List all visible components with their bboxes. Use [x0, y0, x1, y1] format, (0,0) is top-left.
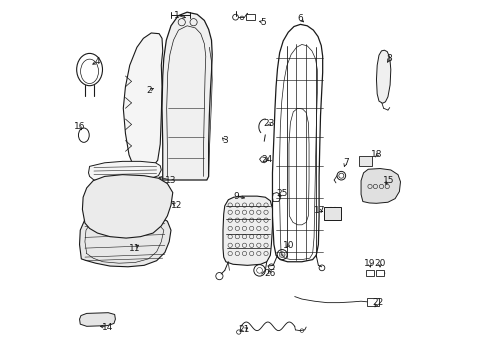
- Text: 8: 8: [386, 54, 392, 63]
- Text: 15: 15: [382, 176, 394, 185]
- FancyBboxPatch shape: [359, 156, 371, 166]
- Polygon shape: [360, 168, 400, 203]
- Text: 9: 9: [233, 192, 238, 201]
- Polygon shape: [80, 211, 171, 267]
- Text: 16: 16: [74, 122, 85, 131]
- Text: 13: 13: [165, 176, 176, 185]
- Text: 6: 6: [297, 14, 303, 23]
- Text: 1: 1: [173, 10, 179, 19]
- Circle shape: [380, 272, 382, 274]
- Circle shape: [378, 272, 380, 274]
- Text: 22: 22: [371, 298, 383, 307]
- Text: 21: 21: [238, 325, 249, 334]
- FancyBboxPatch shape: [324, 207, 341, 220]
- Text: 19: 19: [363, 259, 374, 268]
- Text: 17: 17: [313, 206, 325, 215]
- Text: 2: 2: [146, 86, 152, 95]
- Circle shape: [81, 133, 87, 139]
- Polygon shape: [82, 175, 172, 238]
- Text: 23: 23: [263, 119, 274, 128]
- FancyBboxPatch shape: [246, 14, 255, 21]
- Text: 14: 14: [102, 323, 113, 332]
- Text: 25: 25: [276, 189, 287, 198]
- Text: 12: 12: [170, 201, 182, 210]
- Text: 11: 11: [129, 244, 141, 253]
- Circle shape: [371, 272, 373, 274]
- Polygon shape: [88, 161, 161, 181]
- Polygon shape: [376, 50, 390, 103]
- Text: 20: 20: [374, 259, 385, 268]
- Text: 10: 10: [282, 241, 293, 250]
- FancyBboxPatch shape: [376, 270, 384, 276]
- Polygon shape: [223, 196, 272, 265]
- Text: 5: 5: [260, 18, 265, 27]
- Polygon shape: [123, 33, 163, 169]
- Text: 7: 7: [342, 158, 348, 167]
- Ellipse shape: [77, 53, 102, 86]
- Text: 26: 26: [264, 269, 275, 278]
- Polygon shape: [80, 313, 115, 326]
- Text: 4: 4: [95, 57, 100, 66]
- Circle shape: [367, 272, 369, 274]
- FancyBboxPatch shape: [366, 298, 378, 306]
- Text: 18: 18: [371, 150, 382, 159]
- Circle shape: [382, 272, 384, 274]
- FancyBboxPatch shape: [365, 270, 373, 276]
- Text: 24: 24: [261, 155, 272, 164]
- Text: 3: 3: [222, 136, 227, 145]
- Ellipse shape: [78, 128, 89, 142]
- Circle shape: [369, 272, 371, 274]
- Polygon shape: [162, 12, 212, 180]
